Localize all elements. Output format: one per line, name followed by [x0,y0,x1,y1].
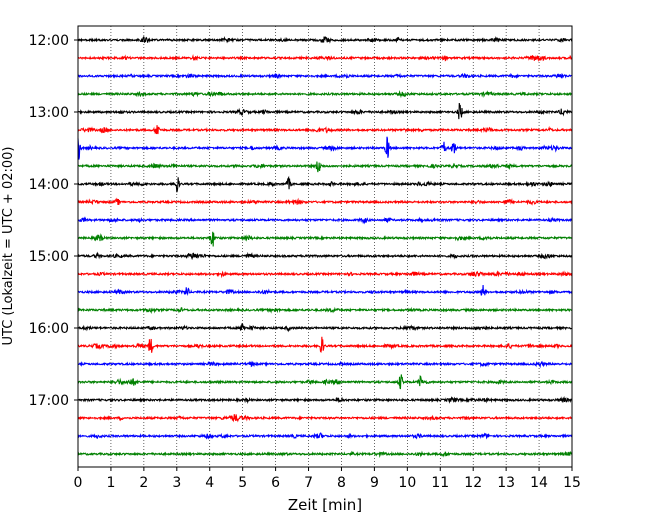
y-tick-label: 15:00 [29,249,69,265]
x-tick-label: 2 [139,475,148,491]
x-tick-label: 1 [106,475,115,491]
trace-line [77,450,573,458]
y-tick-label: 16:00 [29,321,69,337]
y-tick-label: 14:00 [29,177,69,193]
x-tick-label: 4 [205,475,214,491]
trace-line [77,270,573,279]
trace-line [77,136,573,160]
x-tick-label: 6 [271,475,280,491]
trace-line [77,72,573,80]
trace-line [77,90,573,99]
x-axis-label: Zeit [min] [288,496,362,514]
x-tick-label: 8 [337,475,346,491]
trace-line [77,216,573,225]
trace-line [77,336,573,354]
trace-line [77,35,573,44]
x-tick-label: 12 [464,475,482,491]
trace-line [77,125,573,135]
trace-line [77,432,573,440]
trace-line [77,161,573,173]
plot-frame [77,25,573,468]
trace-line [77,197,573,206]
trace-line [77,251,573,261]
trace-line [77,414,573,423]
trace-line [77,284,573,296]
trace-line [77,306,573,314]
y-axis-ticks: 12:00 13:00 14:00 15:00 16:00 17:00 [29,33,78,409]
trace-line [77,360,573,369]
y-tick-label: 12:00 [29,33,69,49]
y-axis-label: UTC (Lokalzeit = UTC + 02:00) [1,147,16,346]
x-axis-ticks: 0 1 2 3 4 5 6 7 8 9 10 11 12 13 14 15 [74,467,581,491]
seismogram-traces [77,35,573,458]
x-tick-label: 15 [563,475,581,491]
x-tick-label: 13 [497,475,515,491]
y-tick-label: 13:00 [29,105,69,121]
y-tick-label: 17:00 [29,393,69,409]
trace-line [77,175,573,193]
x-tick-label: 14 [530,475,548,491]
trace-line [77,374,573,390]
x-tick-label: 3 [172,475,181,491]
x-tick-label: 7 [304,475,313,491]
trace-line [77,323,573,333]
trace-line [77,396,573,405]
x-tick-label: 9 [370,475,379,491]
x-tick-label: 10 [398,475,416,491]
x-tick-label: 5 [238,475,247,491]
x-tick-label: 0 [74,475,83,491]
x-tick-label: 11 [431,475,449,491]
trace-line [77,231,573,247]
trace-line [77,102,573,120]
trace-line [77,53,573,62]
